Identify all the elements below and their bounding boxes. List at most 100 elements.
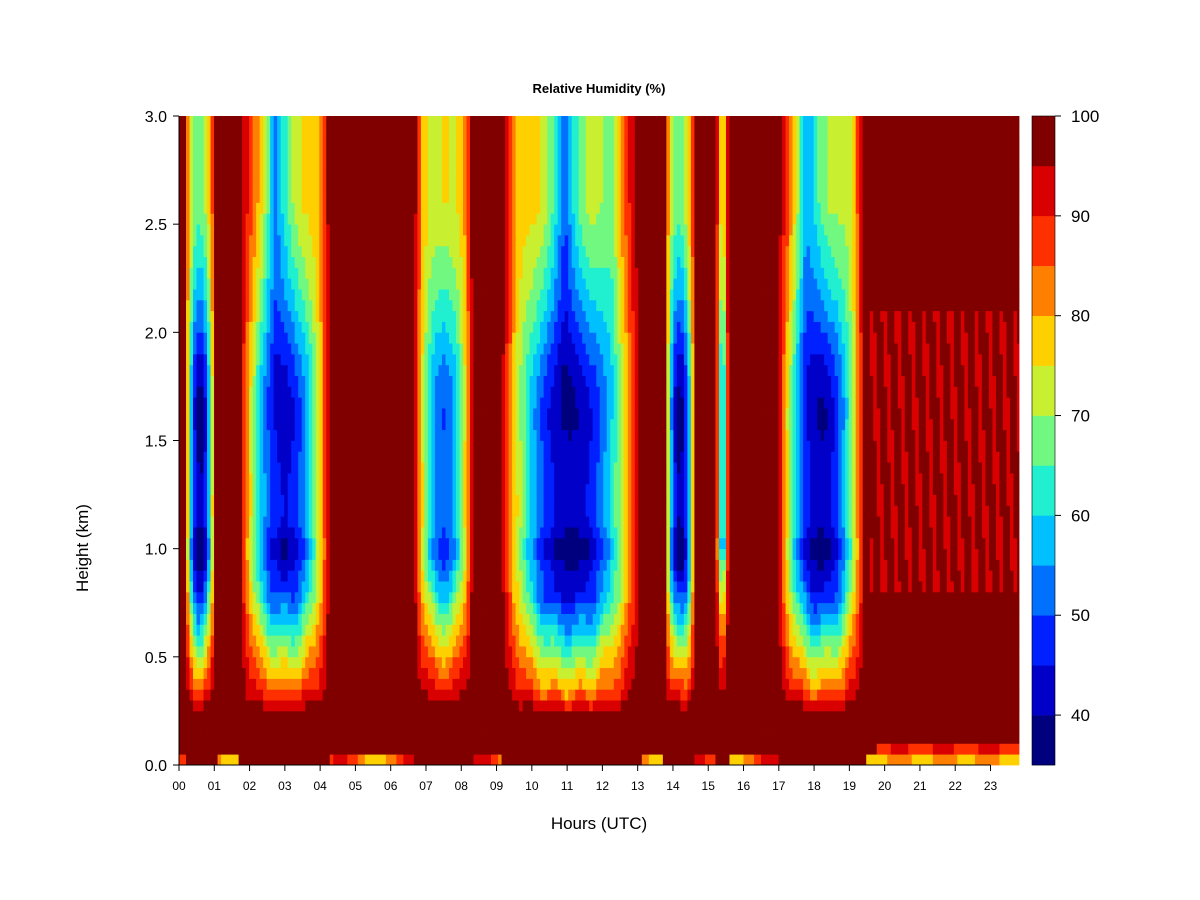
heatmap-cell: [210, 548, 215, 560]
heatmap-cell: [438, 137, 443, 149]
heatmap-cell: [266, 743, 271, 755]
heatmap-cell: [305, 213, 310, 225]
heatmap-cell: [207, 137, 211, 149]
heatmap-cell: [235, 667, 240, 679]
heatmap-cell: [182, 624, 187, 636]
heatmap-cell: [389, 159, 394, 171]
heatmap-cell: [445, 191, 450, 203]
heatmap-cell: [336, 581, 341, 593]
heatmap-cell: [245, 462, 250, 474]
heatmap-cell: [291, 743, 296, 755]
heatmap-cell: [452, 710, 457, 723]
heatmap-cell: [189, 732, 194, 744]
heatmap-cell: [284, 743, 289, 755]
heatmap-cell: [263, 721, 268, 733]
heatmap-cell: [217, 505, 222, 517]
heatmap-cell: [340, 667, 345, 679]
heatmap-cell: [238, 710, 243, 723]
heatmap-cell: [389, 278, 394, 290]
heatmap-cell: [350, 505, 355, 517]
heatmap-cell: [193, 408, 197, 420]
heatmap-cell: [441, 527, 446, 539]
heatmap-cell: [319, 245, 324, 258]
heatmap-cell: [333, 289, 338, 301]
heatmap-cell: [406, 624, 411, 636]
heatmap-cell: [368, 159, 373, 171]
heatmap-cell: [410, 732, 415, 744]
heatmap-cell: [221, 116, 225, 128]
heatmap-cell: [305, 700, 310, 712]
heatmap-cell: [466, 559, 471, 571]
heatmap-cell: [343, 516, 348, 528]
heatmap-cell: [322, 494, 327, 506]
heatmap-cell: [350, 310, 355, 322]
heatmap-cell: [280, 451, 285, 463]
heatmap-cell: [235, 310, 240, 322]
heatmap-cell: [242, 570, 247, 582]
heatmap-cell: [396, 559, 401, 571]
heatmap-cell: [399, 386, 404, 398]
heatmap-cell: [228, 429, 232, 441]
heatmap-cell: [179, 505, 183, 517]
heatmap-cell: [354, 353, 359, 366]
heatmap-cell: [396, 408, 401, 420]
heatmap-cell: [270, 202, 275, 214]
heatmap-cell: [231, 418, 236, 431]
heatmap-cell: [319, 170, 324, 182]
heatmap-cell: [438, 256, 443, 268]
heatmap-cell: [217, 148, 222, 160]
heatmap-cell: [298, 710, 303, 723]
heatmap-cell: [196, 343, 201, 355]
heatmap-cell: [249, 116, 254, 128]
heatmap-cell: [329, 224, 334, 236]
heatmap-cell: [336, 170, 341, 182]
heatmap-cell: [259, 472, 264, 485]
heatmap-cell: [305, 429, 310, 441]
heatmap-cell: [385, 375, 390, 387]
heatmap-cell: [326, 548, 331, 560]
heatmap-cell: [319, 451, 324, 463]
heatmap-cell: [452, 700, 457, 712]
heatmap-cell: [371, 159, 376, 171]
heatmap-cell: [375, 721, 380, 733]
heatmap-cell: [203, 429, 208, 441]
heatmap-cell: [333, 548, 338, 560]
heatmap-cell: [312, 278, 317, 290]
heatmap-cell: [193, 494, 197, 506]
heatmap-cell: [459, 451, 464, 463]
heatmap-cell: [399, 537, 404, 550]
heatmap-cell: [203, 289, 208, 301]
heatmap-cell: [193, 256, 197, 268]
heatmap-cell: [242, 721, 247, 733]
heatmap-cell: [336, 613, 341, 625]
heatmap-cell: [182, 375, 187, 387]
heatmap-cell: [322, 451, 327, 463]
heatmap-cell: [392, 397, 397, 409]
heatmap-cell: [375, 537, 380, 550]
heatmap-cell: [186, 591, 190, 604]
heatmap-cell: [417, 267, 422, 279]
heatmap-cell: [263, 689, 268, 701]
heatmap-cell: [294, 678, 299, 690]
heatmap-cell: [441, 397, 446, 409]
heatmap-cell: [413, 375, 418, 387]
heatmap-cell: [319, 505, 324, 517]
heatmap-cell: [385, 667, 390, 679]
heatmap-cell: [301, 537, 306, 550]
heatmap-cell: [424, 180, 429, 193]
heatmap-cell: [231, 353, 236, 366]
heatmap-cell: [364, 245, 369, 258]
heatmap-cell: [203, 440, 208, 452]
heatmap-cell: [287, 548, 292, 560]
heatmap-cell: [333, 137, 338, 149]
heatmap-cell: [424, 721, 429, 733]
heatmap-cell: [193, 224, 197, 236]
heatmap-cell: [459, 527, 464, 539]
heatmap-cell: [301, 721, 306, 733]
heatmap-cell: [298, 721, 303, 733]
heatmap-cell: [228, 245, 232, 258]
heatmap-cell: [333, 224, 338, 236]
heatmap-cell: [203, 332, 208, 344]
heatmap-cell: [235, 397, 240, 409]
heatmap-cell: [399, 667, 404, 679]
